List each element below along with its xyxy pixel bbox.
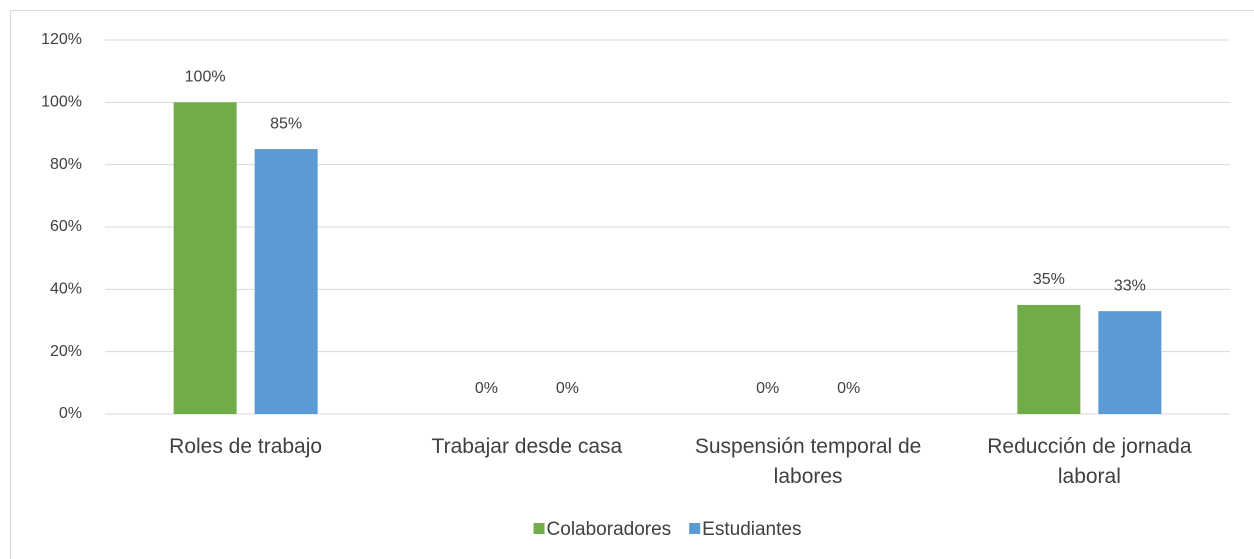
x-tick-label: Trabajar desde casa <box>432 435 623 458</box>
x-tick-label-line: laboral <box>1058 465 1121 488</box>
x-tick-label-line: Roles de trabajo <box>169 435 322 458</box>
y-tick-label: 40% <box>50 281 82 298</box>
x-tick-label: Reducción de jornada laboral <box>987 435 1192 488</box>
y-tick-label: 0% <box>59 405 82 422</box>
value-label: 100% <box>185 69 226 86</box>
value-label: 0% <box>556 380 579 397</box>
legend-swatch <box>533 523 545 534</box>
value-label: 0% <box>756 380 779 397</box>
bar <box>173 102 237 414</box>
bar <box>1098 311 1162 414</box>
value-label: 33% <box>1114 277 1146 294</box>
value-label: 0% <box>475 380 498 397</box>
legend-swatch <box>689 523 701 534</box>
legend-label: Estudiantes <box>702 519 801 540</box>
legend: Colaboradores Estudiantes <box>533 519 801 540</box>
x-tick-label: Suspensión temporal de labores <box>695 435 921 488</box>
x-tick-label-line: Suspensión temporal de <box>695 435 921 458</box>
y-tick-label: 100% <box>41 94 82 111</box>
x-tick-label-line: Reducción de jornada <box>987 435 1192 458</box>
x-tick-label: Roles de trabajo <box>169 435 322 458</box>
value-label: 85% <box>270 115 302 132</box>
y-tick-label: 80% <box>50 156 82 173</box>
value-label: 0% <box>837 380 860 397</box>
x-tick-label-line: Trabajar desde casa <box>432 435 623 458</box>
x-tick-label-line: labores <box>774 465 843 488</box>
bar <box>254 149 318 415</box>
legend-label: Colaboradores <box>547 519 672 540</box>
y-tick-label: 20% <box>50 343 82 360</box>
value-label: 35% <box>1033 271 1065 288</box>
y-tick-label: 60% <box>50 218 82 235</box>
chart-frame <box>10 10 1254 559</box>
bar <box>1017 304 1081 414</box>
y-tick-label: 120% <box>41 31 82 48</box>
